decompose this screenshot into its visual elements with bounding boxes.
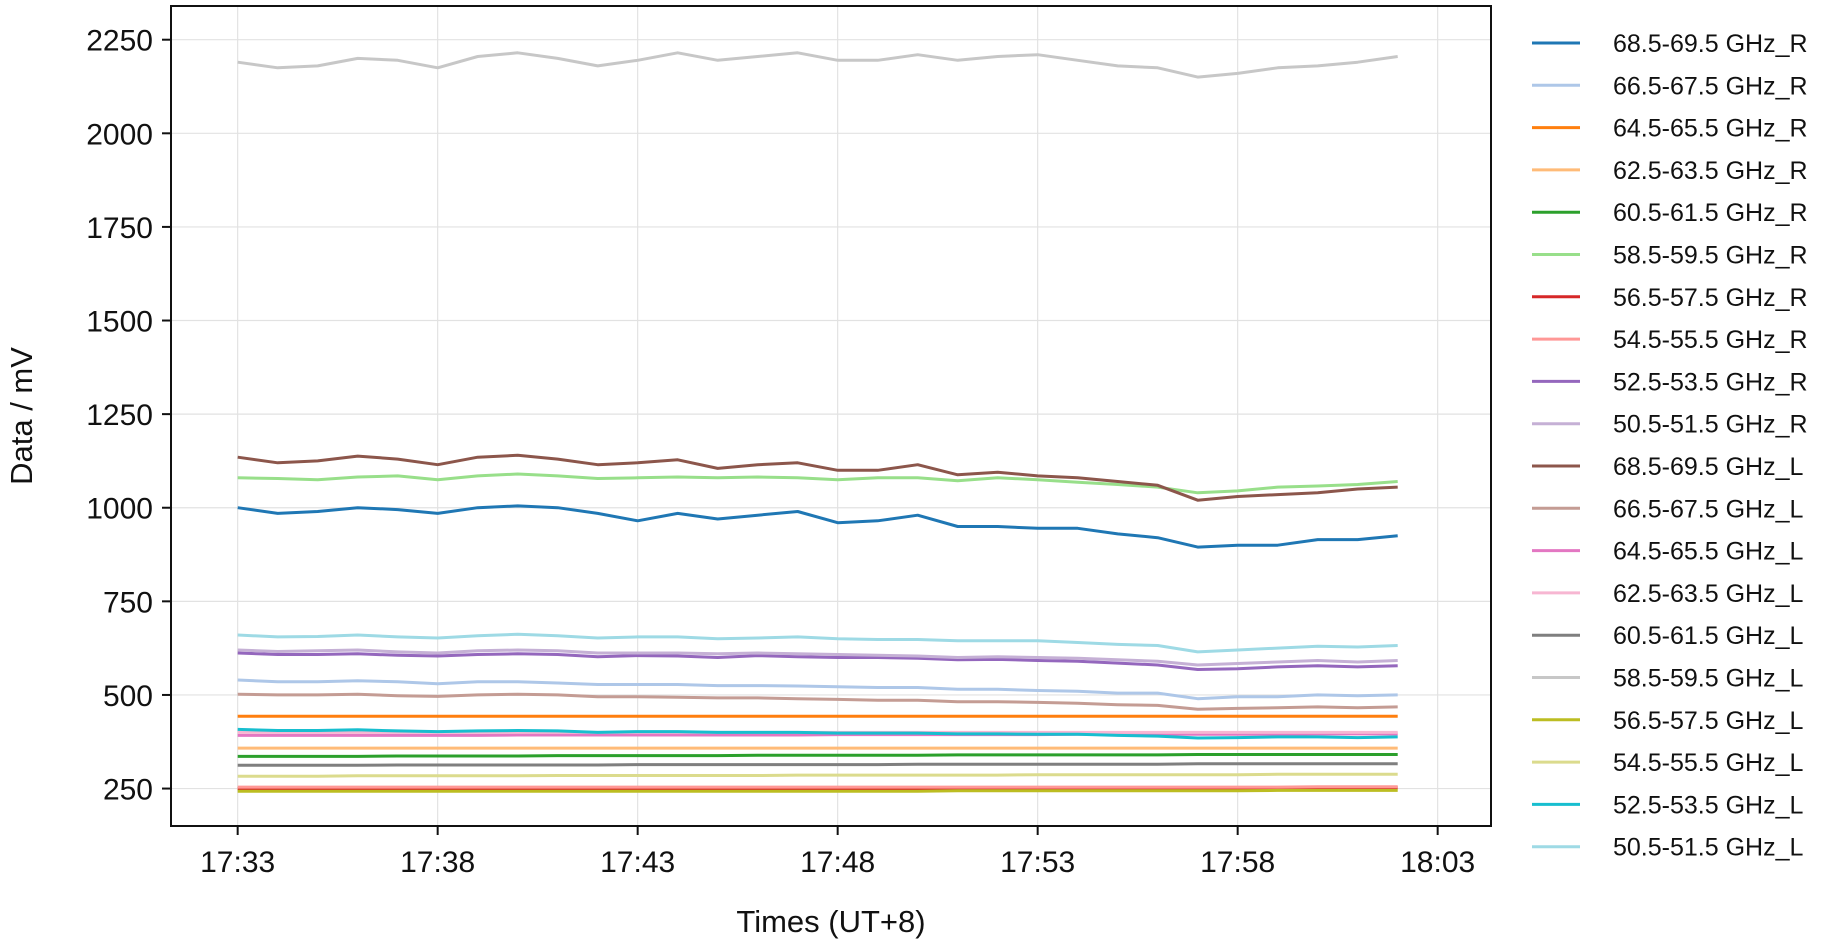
legend-entry: 50.5-51.5 GHz_R [1613,411,1808,439]
legend-entry: 62.5-63.5 GHz_L [1613,580,1803,608]
legend-entry: 68.5-69.5 GHz_R [1613,30,1808,58]
x-tick-label: 17:48 [800,846,875,879]
series-line [237,651,1398,671]
legend-entry: 58.5-59.5 GHz_L [1613,665,1803,693]
series-line [237,762,1398,767]
legend-entry: 54.5-55.5 GHz_R [1613,326,1808,354]
y-tick-label: 1000 [86,493,153,526]
legend-entry: 66.5-67.5 GHz_L [1613,495,1803,523]
series-line [237,692,1398,711]
legend-entry: 60.5-61.5 GHz_L [1613,622,1803,650]
x-axis: 17:33 17:38 17:43 17:48 17:53 17:58 18:03 [200,826,1475,879]
y-tick-label: 250 [103,774,153,807]
x-tick-label: 17:38 [400,846,475,879]
legend-entry: 64.5-65.5 GHz_L [1613,538,1803,566]
x-tick-label: 17:53 [1000,846,1075,879]
x-axis-title: Times (UT+8) [736,904,925,939]
y-tick-label: 1500 [86,306,153,339]
series-line [237,772,1398,778]
y-tick-label: 750 [103,586,153,619]
series-line [237,678,1398,701]
legend-entry: 56.5-57.5 GHz_R [1613,284,1808,312]
legend: 68.5-69.5 GHz_R 66.5-67.5 GHz_R 64.5-65.5 … [1532,30,1808,862]
grid-lines [171,6,1491,826]
series-line [237,453,1398,502]
legend-entry: 50.5-51.5 GHz_L [1613,834,1803,862]
legend-entry: 68.5-69.5 GHz_L [1613,453,1803,481]
series-line [237,504,1398,549]
series-line [237,472,1398,495]
series-lines [237,51,1398,793]
y-tick-label: 2250 [86,25,153,58]
plot-frame [170,5,1492,827]
legend-entry: 62.5-63.5 GHz_R [1613,157,1808,185]
x-tick-label: 17:33 [200,846,275,879]
legend-entry: 58.5-59.5 GHz_R [1613,242,1808,270]
y-axis-title: Data / mV [4,347,39,485]
legend-entry: 56.5-57.5 GHz_L [1613,707,1803,735]
x-tick-label: 17:58 [1200,846,1275,879]
series-line [237,727,1398,740]
series-line [237,788,1398,793]
series-line [237,51,1398,79]
legend-entry: 60.5-61.5 GHz_R [1613,199,1808,227]
legend-entry: 66.5-67.5 GHz_R [1613,72,1808,100]
series-line [237,632,1398,654]
legend-entry: 64.5-65.5 GHz_R [1613,115,1808,143]
x-tick-label: 17:43 [600,846,675,879]
y-axis: 250 500 750 1000 1250 1500 1750 2000 2250 [86,25,171,807]
y-tick-label: 2000 [86,118,153,151]
legend-entry: 52.5-53.5 GHz_R [1613,368,1808,396]
legend-entry: 52.5-53.5 GHz_L [1613,791,1803,819]
y-tick-label: 500 [103,680,153,713]
series-line [237,648,1398,667]
y-tick-label: 1750 [86,212,153,245]
legend-entry: 54.5-55.5 GHz_L [1613,749,1803,777]
series-line [237,753,1398,758]
series-line [237,732,1398,737]
y-tick-label: 1250 [86,399,153,432]
x-tick-label: 18:03 [1400,846,1475,879]
